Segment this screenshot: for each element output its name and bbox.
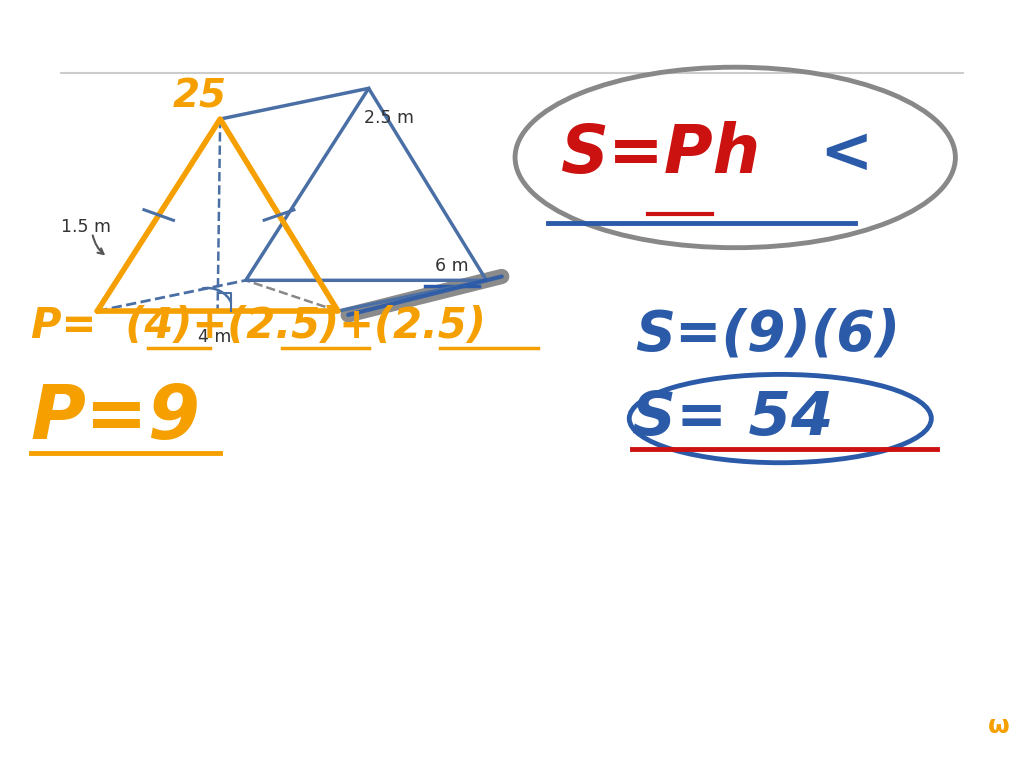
Text: ω: ω — [987, 713, 1010, 738]
Text: <: < — [819, 123, 872, 184]
Text: 25: 25 — [173, 77, 226, 115]
Text: S=(9)(6): S=(9)(6) — [635, 307, 900, 361]
Text: 6 m: 6 m — [435, 257, 469, 276]
Text: 2.5 m: 2.5 m — [364, 109, 414, 127]
Text: S= 54: S= 54 — [632, 389, 834, 448]
Text: P=9: P=9 — [31, 382, 201, 455]
Text: P=  (4)+(2.5)+(2.5): P= (4)+(2.5)+(2.5) — [31, 306, 485, 347]
Text: S=Ph: S=Ph — [561, 121, 761, 187]
Text: 1.5 m: 1.5 m — [61, 217, 112, 236]
Text: 4 m: 4 m — [199, 328, 231, 346]
